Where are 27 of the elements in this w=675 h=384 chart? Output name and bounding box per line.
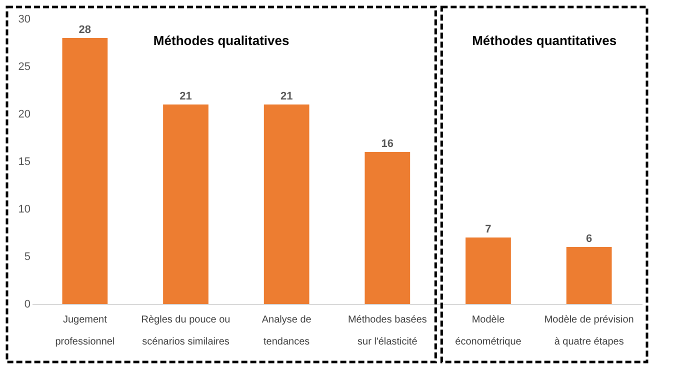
y-tick-label: 20 [18, 108, 30, 120]
data-label: 6 [586, 233, 592, 245]
data-label: 28 [78, 24, 92, 36]
y-tick-label: 0 [24, 298, 30, 310]
x-tick-label: Analyse de tendances [262, 314, 312, 348]
data-label: 7 [485, 224, 492, 236]
x-tick-label: Modèle de prévision à quatre étapes [544, 314, 634, 348]
bar [364, 152, 410, 304]
y-tick-label: 5 [24, 251, 30, 263]
bar [264, 104, 310, 304]
x-tick-label: Modèle économétrique [455, 314, 522, 348]
data-label: 16 [381, 138, 394, 150]
y-tick-label: 25 [18, 61, 30, 73]
x-tick-label: Méthodes basées sur l'élasticité [348, 314, 427, 348]
bar [163, 104, 208, 304]
bar [566, 247, 612, 304]
bar [62, 38, 108, 304]
x-tick-label: Règles du pouce ou scénarios similaires [141, 314, 230, 348]
y-tick-label: 15 [18, 156, 30, 168]
data-label: 21 [280, 90, 293, 102]
data-label: 21 [180, 90, 192, 102]
annotation: Méthodes qualitatives [153, 33, 290, 48]
bar [466, 238, 511, 304]
x-tick-label: Jugement professionnel [55, 314, 115, 348]
y-tick-label: 10 [18, 204, 30, 216]
y-tick-label: 30 [18, 14, 30, 26]
annotation: Méthodes quantitatives [472, 33, 617, 48]
